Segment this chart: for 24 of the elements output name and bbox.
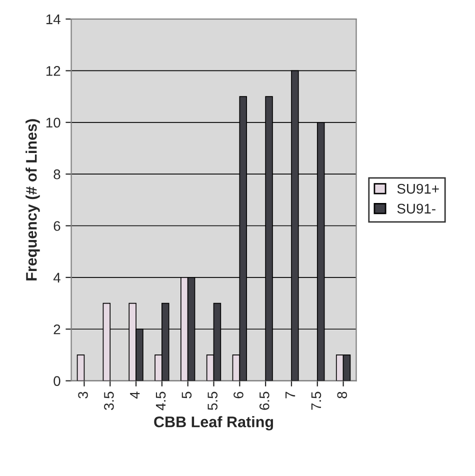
x-tick-label: 3 bbox=[78, 392, 88, 398]
x-tick-label: 4.5 bbox=[156, 392, 166, 410]
x-tick-label: 6 bbox=[234, 392, 244, 398]
legend-label: SU91+ bbox=[397, 184, 439, 194]
y-tick-label: 8 bbox=[54, 169, 60, 180]
x-tick-label: 7.5 bbox=[311, 392, 322, 410]
bar bbox=[76, 354, 85, 381]
legend-label: SU91- bbox=[397, 204, 436, 214]
y-tick-label: 14 bbox=[46, 14, 60, 24]
x-tick-label: 4 bbox=[130, 392, 140, 399]
y-tick-label: 2 bbox=[54, 324, 60, 334]
y-tick-label: 6 bbox=[54, 221, 60, 231]
y-tick-label: 10 bbox=[46, 118, 60, 128]
x-axis-title: CBB Leaf Rating bbox=[154, 416, 273, 430]
y-tick-label: 0 bbox=[54, 376, 60, 386]
x-tick-label: 5 bbox=[182, 392, 192, 398]
x-tick-label: 6.5 bbox=[259, 392, 270, 410]
x-tick-label: 7 bbox=[286, 392, 296, 398]
x-tick-label: 5.5 bbox=[208, 392, 218, 410]
x-tick-label: 3.5 bbox=[104, 392, 114, 410]
x-tick-label: 8 bbox=[337, 392, 348, 398]
y-tick-label: 4 bbox=[53, 272, 60, 282]
y-tick-label: 12 bbox=[46, 66, 60, 76]
y-axis-title: Frequency (# of Lines) bbox=[26, 119, 40, 280]
